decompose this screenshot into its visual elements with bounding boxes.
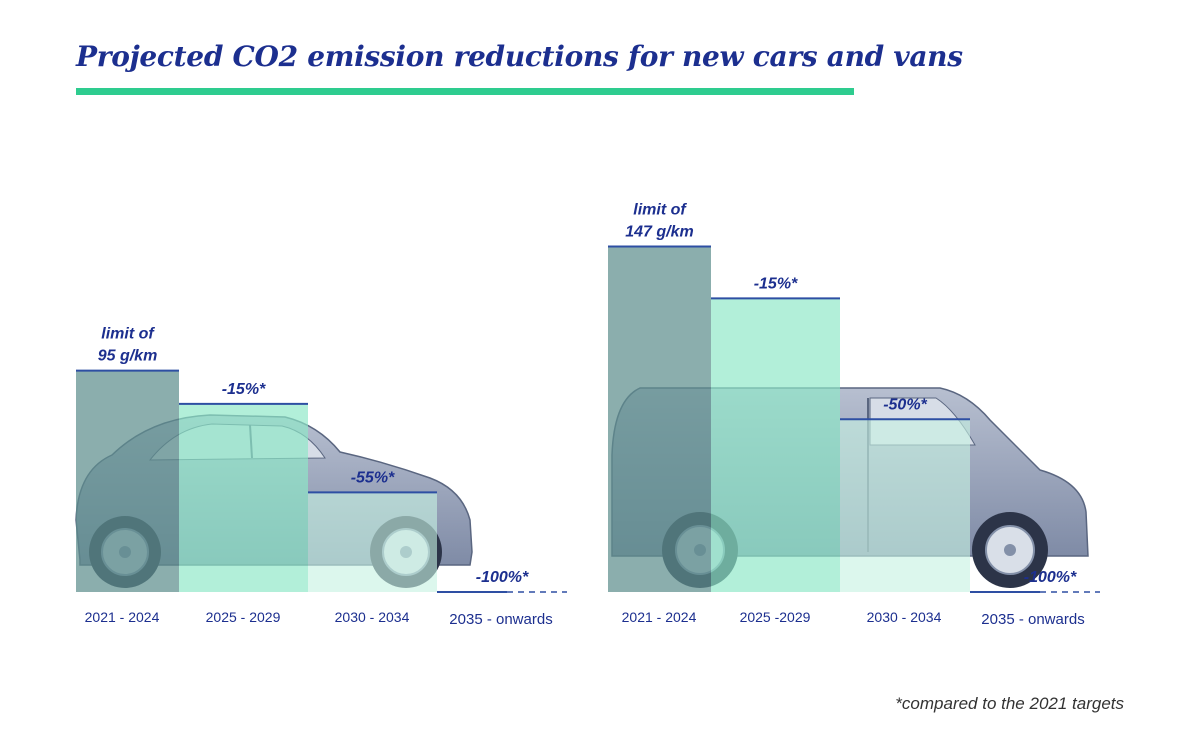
car-value-label-line: -55%* [351,469,395,486]
van-value-label-4: -100%* [1024,569,1077,586]
van-category-label-2: 2025 -2029 [740,609,811,625]
car-category-label-3: 2030 - 2034 [335,609,410,625]
car-value-label-line: -15%* [222,381,266,398]
van-value-label-2: -15%* [754,275,798,292]
car-value-label-line: limit of [101,326,155,343]
car-category-label-4: 2035 - onwards [449,611,552,628]
van-value-label-1: limit of 147 g/km [625,202,693,241]
van-bar-3 [840,419,970,592]
car-value-label-line: 95 g/km [98,348,158,365]
van-value-label-line: -100%* [1024,569,1077,586]
van-chart: limit of 147 g/km 2021 - 2024 -15%* 2025 -20… [608,202,1100,628]
car-value-label-2: -15%* [222,381,266,398]
chart-title: Projected CO2 emission reductions for ne… [76,40,963,73]
van-value-label-line: 147 g/km [625,224,693,241]
van-bar-2 [711,298,840,592]
car-category-label-2: 2025 - 2029 [206,609,281,625]
van-value-label-line: -15%* [754,275,798,292]
car-value-label-1: limit of 95 g/km [98,326,158,365]
bars-layer: limit of 95 g/km 2021 - 2024 -15%* 2025 - 20… [76,202,1100,628]
car-value-label-3: -55%* [351,469,395,486]
car-bar-3 [308,492,437,592]
van-value-label-line: limit of [633,202,687,219]
van-category-label-4: 2035 - onwards [981,611,1084,628]
van-bar-1 [608,246,711,593]
car-bar-1 [76,370,179,592]
car-category-label-1: 2021 - 2024 [85,609,160,625]
car-value-label-4: -100%* [476,569,529,586]
van-category-label-1: 2021 - 2024 [622,609,697,625]
car-value-label-line: -100%* [476,569,529,586]
footnote: *compared to the 2021 targets [895,694,1124,713]
car-bar-2 [179,403,308,592]
van-value-label-line: -50%* [883,396,927,413]
car-chart: limit of 95 g/km 2021 - 2024 -15%* 2025 - 20… [76,326,567,628]
van-category-label-3: 2030 - 2034 [867,609,942,625]
title-underline [76,88,854,95]
van-value-label-3: -50%* [883,396,927,413]
